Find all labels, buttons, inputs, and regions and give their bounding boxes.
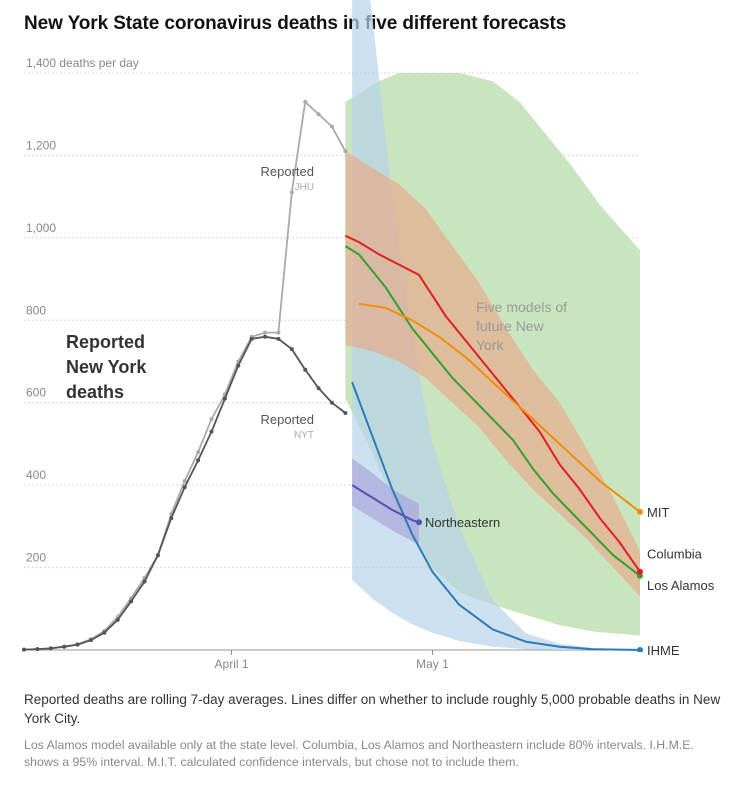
columbia-line bbox=[344, 234, 641, 573]
reported-jhu-point bbox=[196, 450, 201, 455]
note-main: Reported deaths are rolling 7-day averag… bbox=[24, 692, 721, 726]
reported-nyt-point bbox=[236, 363, 241, 368]
mit-label: MIT bbox=[647, 505, 669, 520]
reported-nyt-point bbox=[102, 630, 107, 635]
ihme-label: IHME bbox=[647, 643, 680, 658]
reported-nyt-point bbox=[142, 579, 147, 584]
x-tick-label: May 1 bbox=[416, 657, 449, 671]
reported-nyt-point bbox=[182, 485, 187, 490]
reported-jhu-label: Reported bbox=[261, 164, 314, 179]
chart-title: New York State coronavirus deaths in fiv… bbox=[24, 13, 567, 34]
y-tick-label: 400 bbox=[26, 468, 46, 482]
annotations: 200 400 600 800 1,000 1,200 1,400 deaths per d… bbox=[26, 56, 715, 671]
ihme-band bbox=[352, 0, 640, 650]
reported-jhu-point bbox=[330, 124, 334, 129]
los-alamos-label: Los Alamos bbox=[647, 578, 715, 593]
reported-jhu-point bbox=[303, 99, 308, 104]
forecast-group-label: Five models of future New York bbox=[476, 299, 567, 353]
reported-jhu-point bbox=[182, 479, 187, 484]
reported-jhu-point bbox=[263, 330, 268, 335]
reported-nyt-point bbox=[289, 347, 294, 352]
reported-nyt-point bbox=[303, 367, 308, 372]
reported-nyt-point bbox=[316, 386, 321, 391]
columbia-endpoint bbox=[637, 568, 643, 575]
reported-nyt-point bbox=[35, 647, 40, 652]
series-lines bbox=[22, 99, 643, 652]
reported-nyt-point bbox=[249, 336, 254, 341]
forecast-chart: 200 400 600 800 1,000 1,200 1,400 deaths per d… bbox=[22, 0, 715, 671]
reported-jhu-point bbox=[343, 149, 348, 154]
mit-line bbox=[358, 302, 641, 513]
y-tick-label: 600 bbox=[26, 386, 46, 400]
x-tick-label: April 1 bbox=[215, 657, 249, 671]
reported-jhu-point bbox=[316, 112, 321, 117]
reported-jhu-point bbox=[209, 417, 214, 422]
reported-nyt-point bbox=[88, 638, 93, 643]
reported-nyt-label: Reported bbox=[261, 412, 314, 427]
reported-nyt-point bbox=[22, 647, 26, 652]
ihme-endpoint bbox=[637, 647, 643, 652]
reported-nyt-sublabel: NYT bbox=[294, 430, 314, 441]
los-alamos-line bbox=[344, 245, 641, 577]
y-tick-label: 800 bbox=[26, 303, 46, 317]
northeastern-label: Northeastern bbox=[425, 515, 500, 530]
columbia-label: Columbia bbox=[647, 547, 703, 562]
reported-nyt-point bbox=[62, 644, 67, 649]
note-secondary: Los Alamos model available only at the s… bbox=[24, 738, 694, 769]
northeastern-endpoint bbox=[416, 519, 423, 526]
reported-jhu-point bbox=[289, 190, 294, 195]
reported-nyt-point bbox=[115, 617, 120, 622]
reported-nyt-point bbox=[209, 429, 214, 434]
ihme-line bbox=[351, 381, 641, 651]
reported-nyt-point bbox=[343, 411, 348, 416]
y-tick-label: 1,000 bbox=[26, 221, 56, 235]
northeastern-line bbox=[351, 484, 420, 524]
reported-nyt-point bbox=[155, 553, 160, 558]
northeastern-band bbox=[352, 458, 419, 545]
reported-nyt-point bbox=[75, 642, 80, 647]
reported-nyt-point bbox=[196, 458, 201, 463]
reported-nyt-point bbox=[263, 334, 268, 339]
reported-group-label: Reported New York deaths bbox=[66, 332, 147, 402]
reported-nyt-point bbox=[222, 396, 227, 401]
reported-nyt-point bbox=[330, 400, 334, 405]
reported-nyt-point bbox=[48, 646, 53, 651]
reported-nyt-point bbox=[129, 599, 134, 604]
y-tick-label: 1,200 bbox=[26, 138, 56, 152]
reported-jhu-sublabel: JHU bbox=[295, 182, 314, 193]
y-tick-label: 200 bbox=[26, 551, 46, 565]
y-tick-label: 1,400 deaths per day bbox=[26, 56, 139, 70]
reported-nyt-point bbox=[169, 516, 174, 521]
reported-nyt-point bbox=[276, 336, 281, 341]
los-alamos-endpoint bbox=[637, 572, 643, 579]
mit-endpoint bbox=[637, 508, 643, 515]
reported-jhu-point bbox=[276, 330, 281, 335]
